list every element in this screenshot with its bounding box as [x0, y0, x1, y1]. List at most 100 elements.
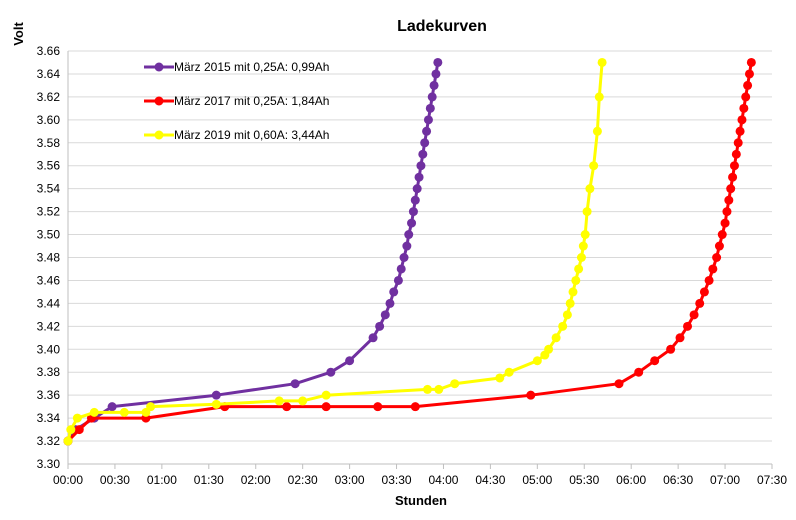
data-point: [146, 402, 156, 412]
x-tick-label: 00:30: [100, 473, 130, 487]
data-point: [412, 184, 422, 194]
data-point: [562, 310, 572, 320]
data-point: [423, 115, 433, 125]
data-point: [571, 275, 581, 285]
data-point: [574, 264, 584, 274]
data-point: [418, 149, 428, 159]
legend-marker: [154, 62, 164, 72]
x-tick-label: 03:30: [382, 473, 412, 487]
y-tick-label: 3.52: [37, 205, 61, 219]
data-point: [427, 92, 437, 102]
data-point: [290, 379, 300, 389]
y-tick-label: 3.64: [37, 67, 61, 81]
x-axis-title: Stunden: [395, 493, 447, 508]
data-point: [423, 384, 433, 394]
data-point: [433, 57, 443, 67]
data-point: [410, 402, 420, 412]
legend-marker: [154, 130, 164, 140]
data-point: [592, 126, 602, 136]
data-point: [389, 287, 399, 297]
legend-marker: [154, 96, 164, 106]
data-point: [744, 69, 754, 79]
data-point: [282, 402, 292, 412]
y-tick-label: 3.60: [37, 113, 61, 127]
y-tick-label: 3.42: [37, 319, 61, 333]
axes: [67, 51, 772, 465]
data-point: [298, 396, 308, 406]
data-point: [578, 241, 588, 251]
data-point: [714, 241, 724, 251]
data-point: [425, 103, 435, 113]
y-tick-label: 3.58: [37, 136, 61, 150]
data-point: [558, 321, 568, 331]
data-point: [321, 390, 331, 400]
series-group: [63, 57, 756, 446]
x-tick-label: 03:00: [335, 473, 365, 487]
data-point: [368, 333, 378, 343]
y-tick-label: 3.44: [37, 296, 61, 310]
x-tick-label: 05:30: [569, 473, 599, 487]
data-point: [72, 413, 82, 423]
data-point: [576, 253, 586, 262]
data-point: [704, 275, 714, 285]
data-point: [526, 390, 536, 400]
y-tick-label: 3.32: [37, 434, 61, 448]
data-point: [504, 367, 514, 377]
data-point: [708, 264, 718, 274]
series-line: [66, 62, 753, 443]
data-point: [450, 379, 460, 389]
x-tick-label: 07:00: [710, 473, 740, 487]
data-point: [429, 80, 439, 90]
data-point: [408, 207, 418, 217]
data-point: [614, 379, 624, 389]
series-1: [63, 57, 443, 446]
data-point: [726, 184, 736, 194]
x-tick-label: 06:30: [663, 473, 693, 487]
legend-label: März 2019 mit 0,60A: 3,44Ah: [174, 128, 329, 142]
series-line: [66, 62, 604, 442]
legend: März 2015 mit 0,25A: 0,99Ah März 2017 mit…: [144, 60, 329, 142]
data-point: [675, 333, 685, 343]
gridlines: [68, 50, 772, 465]
y-tick-label: 3.62: [37, 90, 61, 104]
chart-title: Ladekurven: [397, 18, 487, 35]
data-point: [211, 390, 221, 400]
data-point: [565, 298, 575, 308]
x-tick-label: 04:30: [475, 473, 505, 487]
series-2: [63, 57, 756, 446]
data-point: [650, 356, 660, 366]
data-point: [420, 138, 430, 148]
x-tick-label: 02:00: [241, 473, 271, 487]
x-tick-label: 01:00: [147, 473, 177, 487]
data-point: [107, 402, 117, 412]
data-point: [89, 407, 99, 417]
data-point: [410, 195, 420, 205]
y-tick-label: 3.56: [37, 159, 61, 173]
data-point: [585, 184, 595, 194]
data-point: [345, 356, 355, 366]
series-line: [66, 62, 440, 442]
data-point: [729, 161, 739, 171]
data-point: [683, 321, 693, 331]
data-point: [720, 218, 730, 228]
x-tick-label: 05:00: [522, 473, 552, 487]
data-point: [597, 57, 607, 67]
data-point: [689, 310, 699, 320]
data-point: [402, 241, 412, 251]
data-point: [728, 172, 738, 182]
data-point: [416, 161, 426, 171]
data-point: [746, 57, 756, 67]
y-tick-label: 3.54: [37, 182, 61, 196]
data-point: [580, 230, 590, 240]
data-point: [722, 207, 732, 217]
data-point: [396, 264, 406, 274]
y-axis-title: Volt: [11, 22, 26, 46]
x-tick-label: 06:00: [616, 473, 646, 487]
y-tick-label: 3.34: [37, 411, 61, 425]
data-point: [666, 344, 676, 354]
data-point: [407, 218, 417, 228]
data-point: [66, 425, 76, 435]
y-tick-labels: 3.30 3.32 3.34 3.36 3.38 3.40 3.42 3.44 3.46 3.48…: [37, 44, 61, 471]
data-point: [551, 333, 561, 343]
data-point: [731, 149, 741, 159]
